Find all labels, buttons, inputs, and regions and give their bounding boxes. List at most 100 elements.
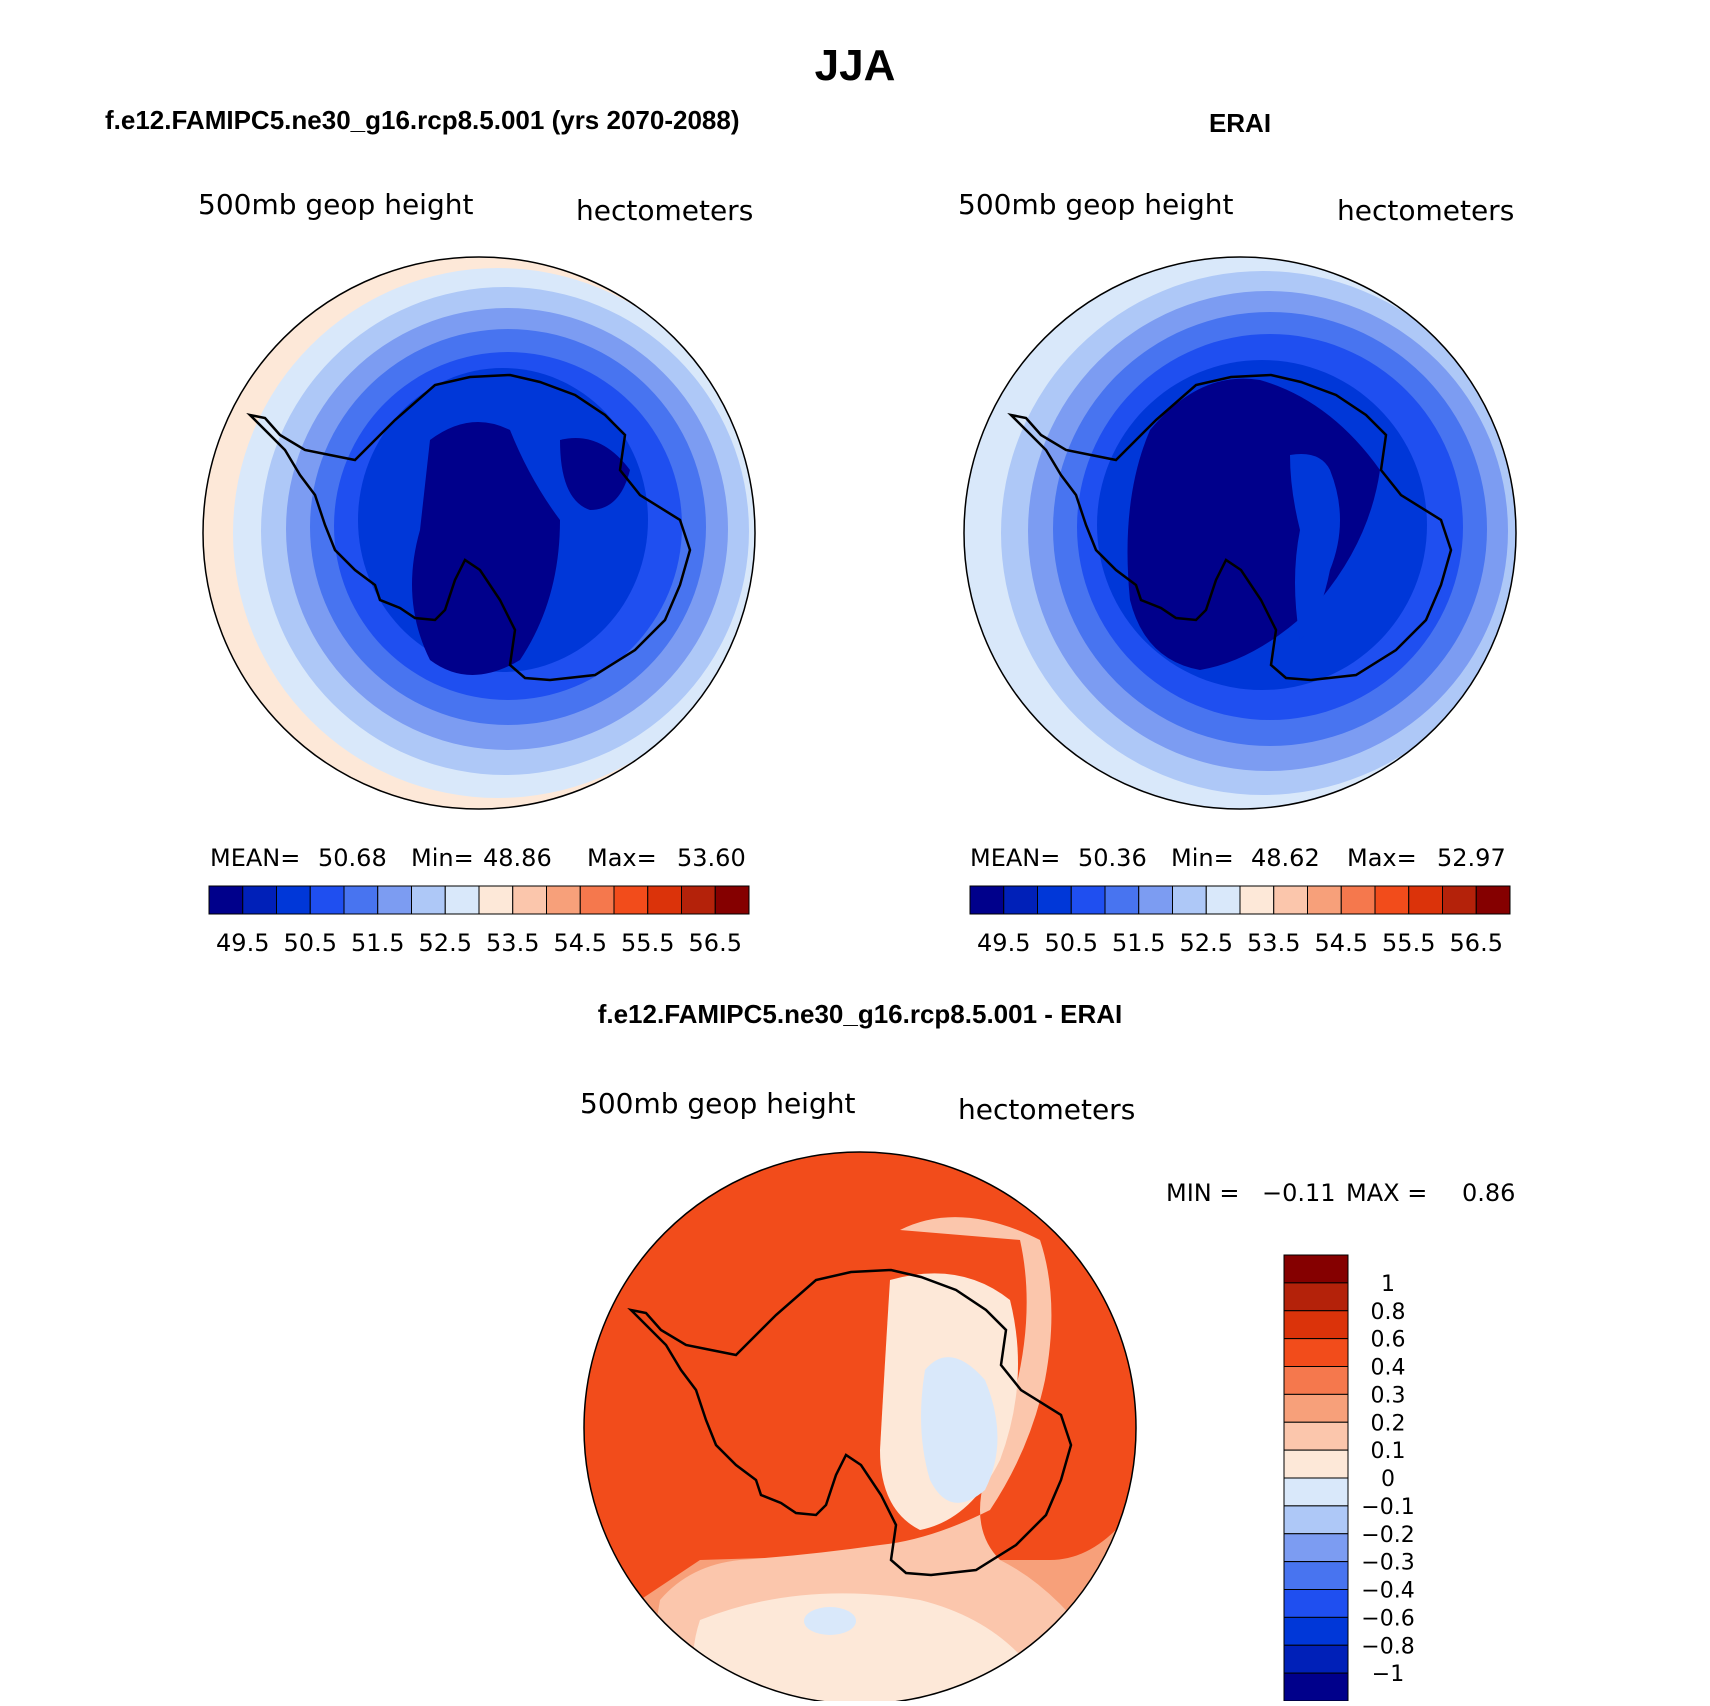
panel-diff-units-label: hectometers xyxy=(958,1093,1135,1126)
panel-diff-colorbar-tick-label: −0.8 xyxy=(1361,1634,1414,1659)
panel-diff-colorbar-tick-label: 0.2 xyxy=(1371,1411,1406,1436)
panel-diff-colorbar-swatch xyxy=(1283,1533,1349,1563)
panel-diff: f.e12.FAMIPC5.ne30_g16.rcp8.5.001 - ERAI… xyxy=(580,999,1515,1705)
panel-obs-colorbar-tick-label: 56.5 xyxy=(1450,929,1503,957)
panel-diff-colorbar-tick-label: −0.4 xyxy=(1361,1579,1414,1604)
panel-obs-colorbar-tick-label: 49.5 xyxy=(977,929,1030,957)
panel-obs-colorbar-swatch xyxy=(1442,885,1477,915)
panel-model-colorbar-swatch xyxy=(276,885,311,915)
panel-obs-colorbar: 49.5 50.5 51.5 52.5 53.5 54.5 55.5 56.5 xyxy=(969,885,1511,957)
panel-obs-units-label: hectometers xyxy=(1337,194,1514,227)
panel-diff-colorbar-swatch xyxy=(1283,1254,1349,1284)
panel-obs-colorbar-swatch xyxy=(1205,885,1241,915)
panel-diff-colorbar-swatch xyxy=(1283,1338,1349,1367)
panel-obs-colorbar-swatch xyxy=(1307,885,1342,915)
panel-diff-colorbar-tick-label: 0.1 xyxy=(1371,1439,1406,1464)
panel-diff-variable-label: 500mb geop height xyxy=(580,1087,855,1120)
panel-model-min-value: 48.86 xyxy=(483,844,552,872)
panel-obs-min-value: 48.62 xyxy=(1251,844,1320,872)
panel-model-colorbar-tick-label: 55.5 xyxy=(621,929,674,957)
panel-model-colorbar-swatch xyxy=(546,885,581,915)
panel-model-colorbar-tick-label: 52.5 xyxy=(419,929,472,957)
panel-diff-colorbar-swatch xyxy=(1283,1282,1349,1312)
panel-model-colorbar-tick-label: 49.5 xyxy=(216,929,269,957)
panel-model-colorbar-tick-label: 54.5 xyxy=(554,929,607,957)
panel-diff-colorbar-tick-label: 0.6 xyxy=(1371,1328,1406,1353)
panel-obs-mean-value: 50.36 xyxy=(1078,844,1147,872)
panel-obs-colorbar-swatch xyxy=(1475,885,1511,915)
panel-obs-case-title: ERAI xyxy=(1209,108,1271,138)
panel-model-colorbar-swatch xyxy=(579,885,615,915)
panel-diff-colorbar-swatch xyxy=(1283,1366,1349,1395)
panel-obs-colorbar-swatch xyxy=(969,885,1005,915)
panel-diff-min-value: −0.11 xyxy=(1262,1179,1336,1207)
panel-model-colorbar-swatch xyxy=(512,885,547,915)
season-title: JJA xyxy=(815,41,896,90)
panel-diff-colorbar-swatch xyxy=(1283,1477,1349,1507)
panel-diff-colorbar-swatch xyxy=(1283,1561,1349,1590)
panel-diff-colorbar-swatch xyxy=(1283,1644,1349,1674)
panel-diff-colorbar-tick-label: −0.2 xyxy=(1361,1523,1414,1548)
panel-obs-mean-label: MEAN= xyxy=(970,844,1060,872)
panel-model-colorbar-swatch xyxy=(478,885,514,915)
panel-obs: ERAI 500mb geop height hectometers MEAN=… xyxy=(958,108,1517,957)
panel-model-colorbar-swatch xyxy=(681,885,716,915)
panel-diff-colorbar-tick-label: 0.3 xyxy=(1371,1383,1406,1408)
panel-model-colorbar-swatch xyxy=(208,885,244,915)
panel-obs-colorbar-swatch xyxy=(1037,885,1072,915)
panel-model-colorbar-swatch xyxy=(309,885,345,915)
panel-obs-colorbar-swatch xyxy=(1003,885,1038,915)
panel-diff-colorbar: 1 0.8 0.6 0.40.3 0.2 0.1 0 −0.1 −0.2 −0.3 −0.4−0.6… xyxy=(1283,1254,1415,1702)
panel-obs-map xyxy=(964,257,1516,809)
panel-obs-colorbar-tick-label: 51.5 xyxy=(1112,929,1165,957)
panel-diff-colorbar-tick-label: −0.6 xyxy=(1361,1606,1414,1631)
panel-diff-colorbar-tick-label: 1 xyxy=(1381,1272,1395,1297)
panel-diff-colorbar-swatch xyxy=(1283,1589,1349,1618)
panel-model-colorbar-tick-label: 56.5 xyxy=(689,929,742,957)
panel-obs-colorbar-swatch xyxy=(1239,885,1275,915)
panel-diff-colorbar-tick-label: 0 xyxy=(1381,1467,1395,1492)
panel-diff-colorbar-swatch xyxy=(1283,1505,1349,1535)
panel-model-colorbar-swatch xyxy=(613,885,649,915)
panel-obs-map-border xyxy=(963,256,1517,810)
panel-model-map-border xyxy=(202,256,756,810)
panel-model-max-label: Max= xyxy=(587,844,657,872)
panel-diff-max-label: MAX = xyxy=(1346,1179,1427,1207)
panel-obs-colorbar-swatch xyxy=(1374,885,1410,915)
panel-diff-colorbar-swatch xyxy=(1283,1310,1349,1340)
panel-model-colorbar-swatch xyxy=(343,885,379,915)
panel-obs-colorbar-tick-label: 53.5 xyxy=(1247,929,1300,957)
panel-model-case-title: f.e12.FAMIPC5.ne30_g16.rcp8.5.001 (yrs 2… xyxy=(105,105,740,135)
panel-obs-min-label: Min= xyxy=(1171,844,1234,872)
panel-diff-colorbar-swatch xyxy=(1283,1449,1349,1479)
panel-diff-colorbar-swatch xyxy=(1283,1393,1349,1423)
panel-obs-colorbar-swatch xyxy=(1138,885,1173,915)
panel-diff-max-value: 0.86 xyxy=(1462,1179,1515,1207)
panel-obs-colorbar-tick-label: 54.5 xyxy=(1315,929,1368,957)
panel-obs-colorbar-swatch xyxy=(1273,885,1308,915)
panel-diff-map xyxy=(584,1152,1136,1704)
panel-obs-colorbar-tick-label: 52.5 xyxy=(1180,929,1233,957)
panel-obs-colorbar-swatch xyxy=(1070,885,1106,915)
panel-model-colorbar-tick-label: 50.5 xyxy=(284,929,337,957)
panel-model-units-label: hectometers xyxy=(576,194,753,227)
panel-obs-colorbar-swatch xyxy=(1172,885,1207,915)
panel-model-min-label: Min= xyxy=(411,844,474,872)
panel-diff-colorbar-tick-label: 0.4 xyxy=(1371,1356,1406,1381)
panel-diff-colorbar-swatch xyxy=(1283,1421,1349,1451)
panel-obs-colorbar-tick-label: 55.5 xyxy=(1382,929,1435,957)
panel-model-colorbar-swatch xyxy=(411,885,446,915)
panel-obs-max-value: 52.97 xyxy=(1437,844,1506,872)
panel-model-variable-label: 500mb geop height xyxy=(198,188,473,221)
panel-diff-colorbar-swatch xyxy=(1283,1672,1349,1702)
panel-diff-colorbar-swatch xyxy=(1283,1616,1349,1646)
panel-diff-colorbar-tick-label: 0.8 xyxy=(1371,1300,1406,1325)
panel-model-colorbar-swatch xyxy=(377,885,412,915)
panel-diff-colorbar-tick-label: −1 xyxy=(1372,1662,1404,1687)
panel-obs-max-label: Max= xyxy=(1347,844,1417,872)
panel-diff-min-label: MIN = xyxy=(1166,1179,1239,1207)
panel-obs-colorbar-tick-label: 50.5 xyxy=(1045,929,1098,957)
panel-obs-colorbar-swatch xyxy=(1408,885,1443,915)
panel-model-colorbar-swatch xyxy=(714,885,750,915)
